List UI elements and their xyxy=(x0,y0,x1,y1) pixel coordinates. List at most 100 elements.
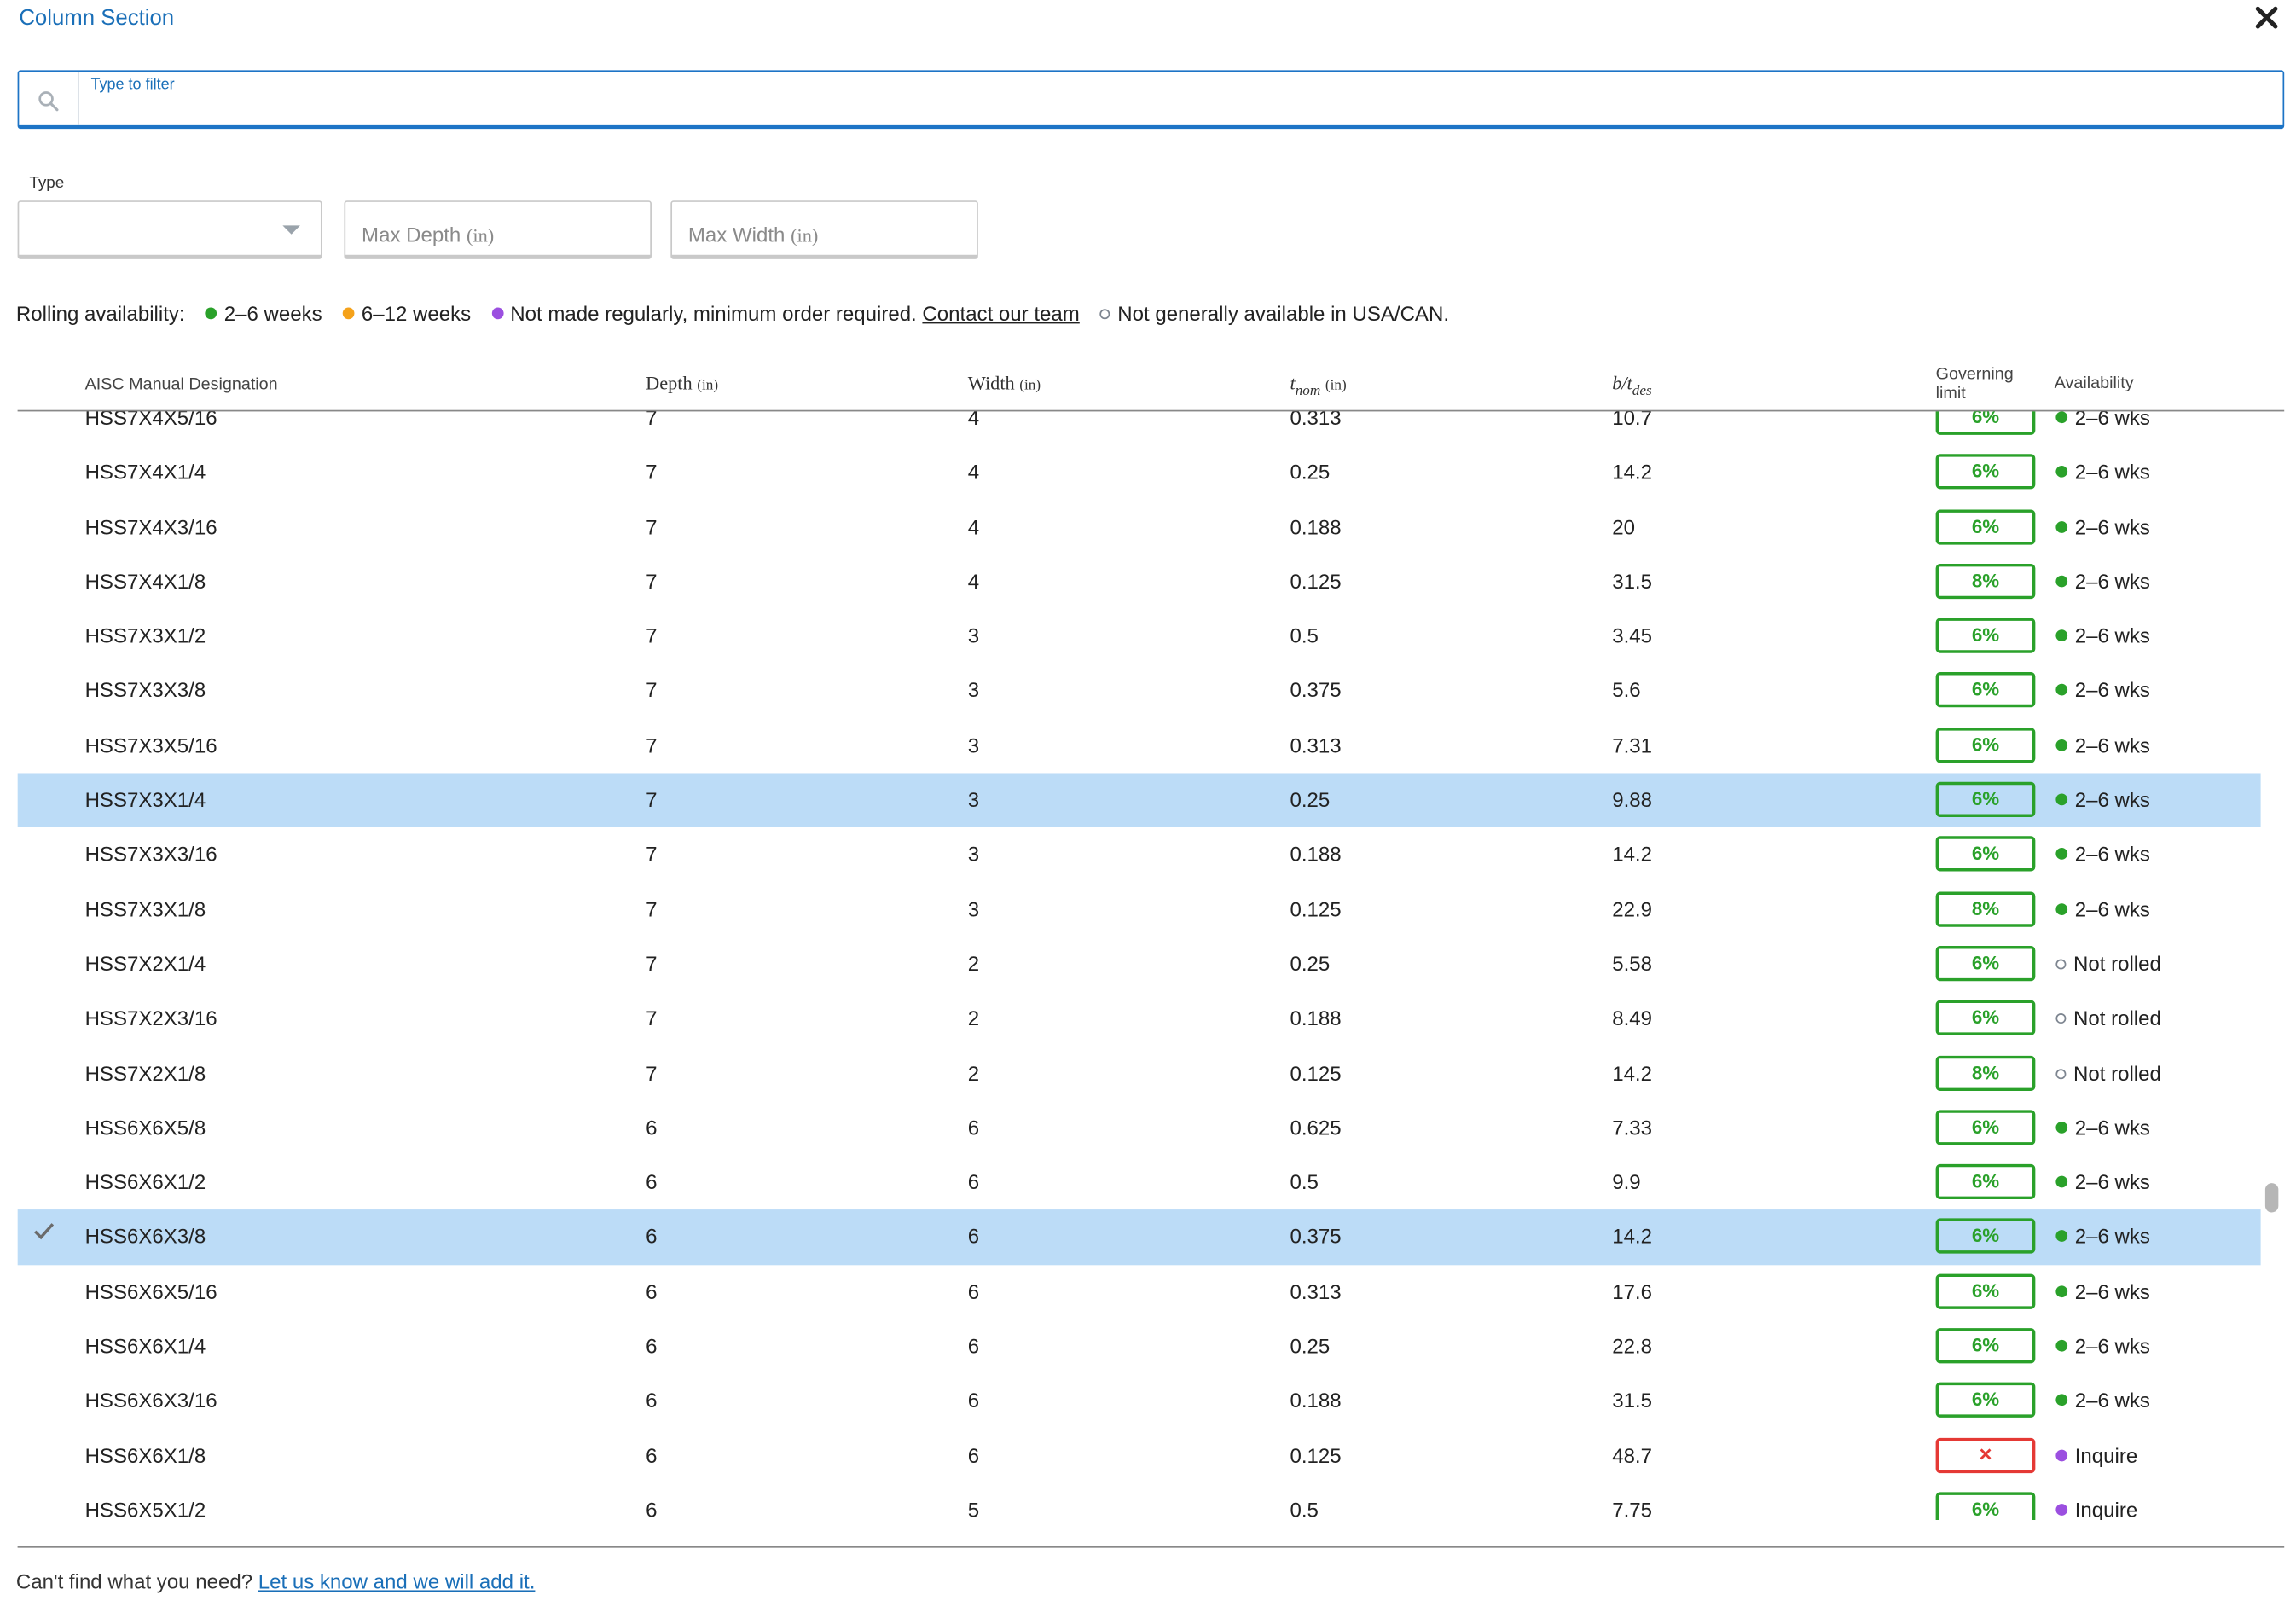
cell-designation: HSS6X6X5/8 xyxy=(84,1115,206,1140)
hollow-dot-icon xyxy=(2055,959,2067,970)
cell-bt: 9.88 xyxy=(1612,787,1652,812)
table-row[interactable]: HSS7X4X3/16 7 4 0.188 20 6% 2–6 wks xyxy=(18,500,2261,554)
cell-designation: HSS6X6X5/16 xyxy=(84,1279,217,1303)
cell-designation: HSS7X2X3/16 xyxy=(84,1006,217,1030)
table-row[interactable]: HSS6X6X5/8 6 6 0.625 7.33 6% 2–6 wks xyxy=(18,1101,2261,1156)
filter-input[interactable] xyxy=(90,95,2264,125)
green-dot-icon xyxy=(2055,848,2068,861)
cell-width: 6 xyxy=(967,1443,980,1467)
header-designation[interactable]: AISC Manual Designation xyxy=(84,376,278,394)
cell-depth: 7 xyxy=(646,411,658,430)
cell-bt: 48.7 xyxy=(1612,1443,1652,1467)
footer-divider xyxy=(17,1546,2285,1548)
cell-bt: 7.33 xyxy=(1612,1115,1652,1140)
availability-legend: Rolling availability: 2–6 weeks 6–12 wee… xyxy=(16,302,1449,325)
green-dot-icon xyxy=(2055,1121,2068,1134)
table-row[interactable]: HSS6X6X1/8 6 6 0.125 48.7 × Inquire xyxy=(18,1429,2261,1483)
cell-tnom: 0.125 xyxy=(1290,1443,1342,1467)
cell-tnom: 0.188 xyxy=(1290,1006,1342,1030)
max-depth-label: Max Depth xyxy=(362,222,461,246)
governing-limit-badge: 6% xyxy=(1935,1492,2036,1521)
contact-team-link[interactable]: Contact our team xyxy=(922,301,1080,326)
green-dot-icon xyxy=(2055,684,2068,697)
table-row[interactable]: HSS7X3X5/16 7 3 0.313 7.31 6% 2–6 wks xyxy=(18,719,2261,774)
cell-designation: HSS7X3X1/8 xyxy=(84,896,206,921)
chevron-down-icon xyxy=(282,225,300,235)
governing-limit-badge: 6% xyxy=(1935,945,2036,982)
cell-designation: HSS7X3X1/2 xyxy=(84,623,206,648)
table-row[interactable]: HSS7X4X5/16 7 4 0.313 10.7 6% 2–6 wks xyxy=(18,411,2261,445)
table-row[interactable]: HSS7X3X1/4 7 3 0.25 9.88 6% 2–6 wks xyxy=(17,773,2261,828)
cell-designation: HSS7X3X3/8 xyxy=(84,678,206,703)
cell-depth: 6 xyxy=(646,1334,658,1358)
header-depth[interactable]: Depth (in) xyxy=(646,372,719,394)
legend-purple: Not made regularly, minimum order requir… xyxy=(490,302,917,325)
cell-width: 3 xyxy=(967,623,980,648)
checkmark-icon xyxy=(32,1222,55,1247)
governing-limit-badge: 6% xyxy=(1935,1328,2036,1364)
cell-designation: HSS7X2X1/8 xyxy=(84,1060,206,1085)
table-row[interactable]: HSS6X6X1/4 6 6 0.25 22.8 6% 2–6 wks xyxy=(18,1319,2261,1374)
table-row[interactable]: HSS7X3X1/8 7 3 0.125 22.9 8% 2–6 wks xyxy=(18,883,2261,937)
table-row[interactable]: HSS7X4X1/4 7 4 0.25 14.2 6% 2–6 wks xyxy=(18,445,2261,500)
cell-width: 6 xyxy=(967,1225,980,1249)
green-dot-icon xyxy=(2055,466,2068,478)
cell-tnom: 0.5 xyxy=(1290,1169,1319,1194)
table-row[interactable]: HSS6X6X3/8 6 6 0.375 14.2 6% 2–6 wks xyxy=(17,1209,2261,1265)
header-bt[interactable]: b/tdes xyxy=(1612,372,1652,399)
scrollbar-thumb[interactable] xyxy=(2264,1183,2279,1213)
cell-bt: 14.2 xyxy=(1612,460,1652,484)
header-governing[interactable]: Governing limit xyxy=(1935,366,2014,403)
add-request-link[interactable]: Let us know and we will add it. xyxy=(258,1569,536,1593)
search-icon-box xyxy=(19,72,79,125)
cell-availability: 2–6 wks xyxy=(2055,515,2150,538)
table-row[interactable]: HSS6X6X1/2 6 6 0.5 9.9 6% 2–6 wks xyxy=(18,1156,2261,1210)
green-dot-icon xyxy=(2055,575,2068,588)
cell-availability: 2–6 wks xyxy=(2055,788,2150,811)
table-row[interactable]: HSS7X4X1/8 7 4 0.125 31.5 8% 2–6 wks xyxy=(18,554,2261,609)
table-row[interactable]: HSS7X2X3/16 7 2 0.188 8.49 6% Not rolled xyxy=(18,992,2261,1047)
header-width[interactable]: Width (in) xyxy=(967,372,1041,394)
cell-designation: HSS6X6X3/16 xyxy=(84,1389,217,1412)
cell-tnom: 0.25 xyxy=(1290,951,1331,976)
max-depth-input[interactable]: Max Depth (in) xyxy=(344,200,652,259)
green-dot-icon xyxy=(2055,739,2068,751)
close-icon[interactable] xyxy=(2252,3,2281,32)
green-dot-icon xyxy=(2055,1339,2068,1352)
cell-availability: 2–6 wks xyxy=(2055,1279,2150,1303)
cell-designation: HSS7X4X1/4 xyxy=(84,460,206,484)
hollow-dot-icon xyxy=(2055,1013,2067,1024)
cell-depth: 7 xyxy=(646,623,658,648)
type-select[interactable] xyxy=(17,200,322,259)
table-row[interactable]: HSS7X2X1/8 7 2 0.125 14.2 8% Not rolled xyxy=(18,1047,2261,1101)
table-row[interactable]: HSS6X6X5/16 6 6 0.313 17.6 6% 2–6 wks xyxy=(18,1265,2261,1319)
table-row[interactable]: HSS7X3X3/8 7 3 0.375 5.6 6% 2–6 wks xyxy=(18,664,2261,719)
governing-limit-badge: 6% xyxy=(1935,727,2036,763)
filter-field[interactable]: Type to filter xyxy=(17,70,2285,130)
max-width-input[interactable]: Max Width (in) xyxy=(670,200,978,259)
table-header: AISC Manual Designation Depth (in) Width… xyxy=(17,360,2285,412)
cell-bt: 17.6 xyxy=(1612,1279,1652,1303)
cell-designation: HSS7X4X1/8 xyxy=(84,569,206,594)
max-width-label: Max Width xyxy=(687,222,786,246)
cell-tnom: 0.188 xyxy=(1290,1389,1342,1412)
table-row[interactable]: HSS7X3X1/2 7 3 0.5 3.45 6% 2–6 wks xyxy=(18,610,2261,664)
cell-tnom: 0.375 xyxy=(1290,1225,1342,1249)
governing-limit-badge: 6% xyxy=(1935,1110,2036,1145)
legend-prefix: Rolling availability: xyxy=(15,301,185,326)
green-dot-icon xyxy=(2055,902,2068,915)
table-row[interactable]: HSS7X2X1/4 7 2 0.25 5.58 6% Not rolled xyxy=(18,937,2261,992)
hollow-dot-icon xyxy=(2055,1068,2067,1079)
cell-width: 3 xyxy=(967,842,980,867)
cell-availability: 2–6 wks xyxy=(2055,897,2150,920)
governing-limit-badge: 6% xyxy=(1935,1164,2036,1200)
table-row[interactable]: HSS6X5X1/2 6 5 0.5 7.75 6% Inquire xyxy=(18,1483,2261,1521)
cell-width: 6 xyxy=(967,1389,980,1412)
cell-bt: 22.9 xyxy=(1612,896,1652,921)
table-row[interactable]: HSS6X6X3/16 6 6 0.188 31.5 6% 2–6 wks xyxy=(18,1374,2261,1429)
cell-depth: 6 xyxy=(646,1169,658,1194)
table-row[interactable]: HSS7X3X3/16 7 3 0.188 14.2 6% 2–6 wks xyxy=(18,828,2261,883)
header-tnom[interactable]: tnom (in) xyxy=(1290,372,1347,399)
header-availability[interactable]: Availability xyxy=(2054,374,2134,393)
governing-limit-badge: 6% xyxy=(1935,1383,2036,1418)
